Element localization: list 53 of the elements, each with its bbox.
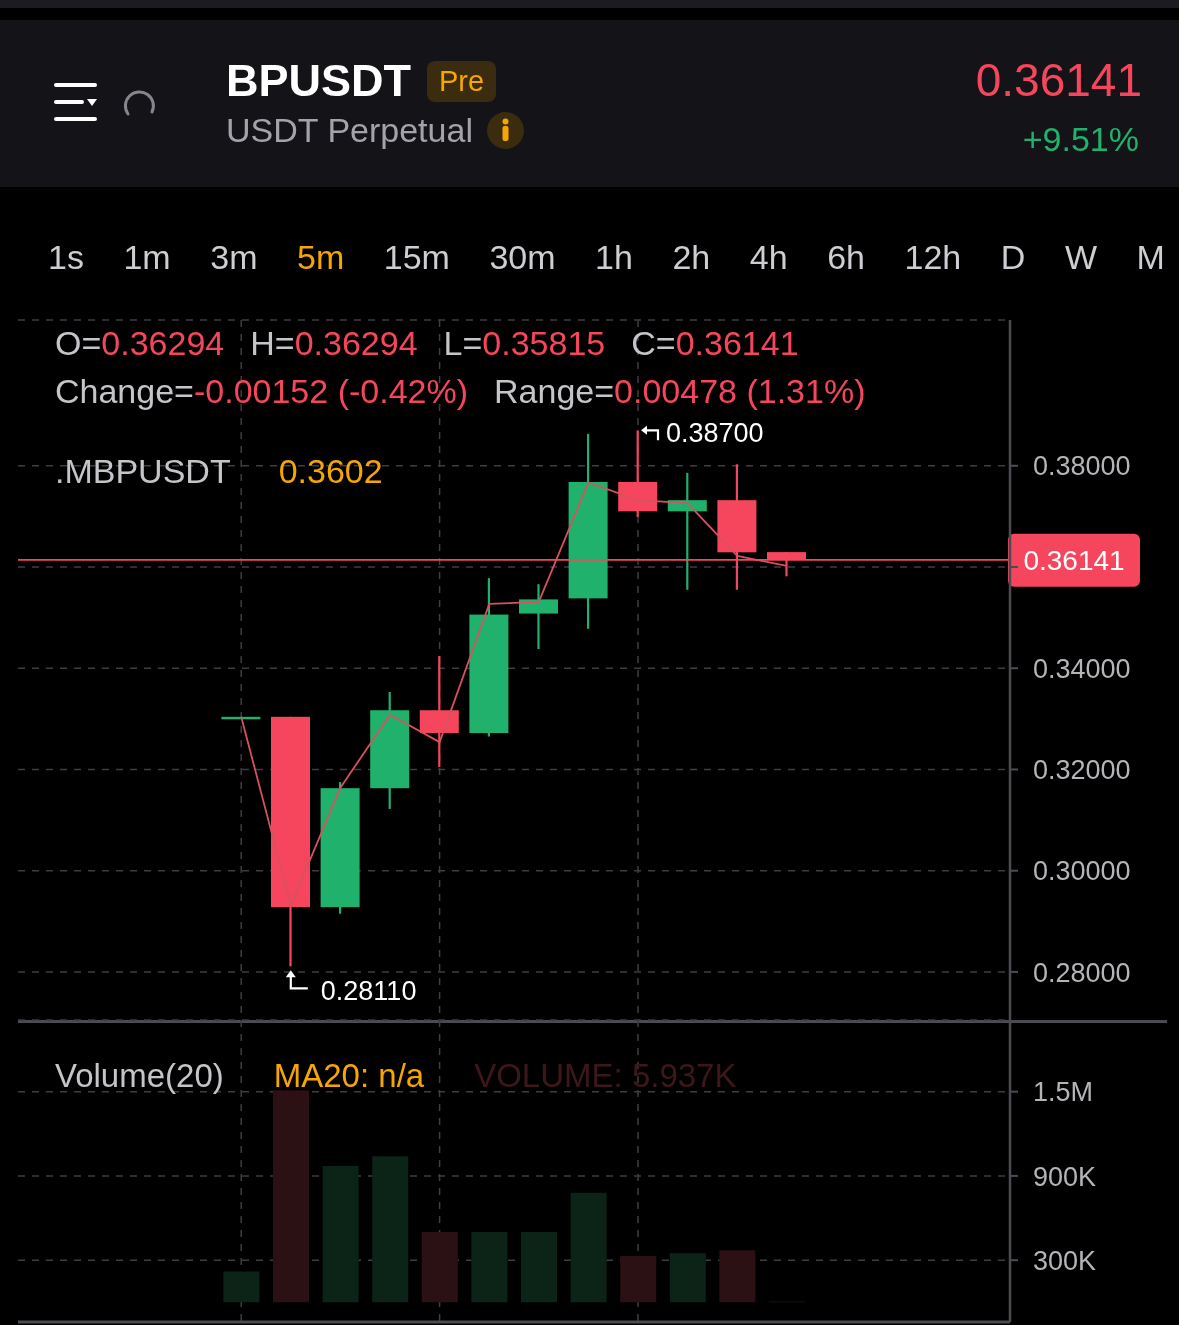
text: 0.36141: [975, 54, 1142, 106]
bar: [570, 1192, 607, 1303]
text: BPUSDT: [226, 55, 412, 106]
y-tick-label: 1.5M: [1033, 1077, 1094, 1108]
annotation: Range=0.00478 (1.31%): [494, 372, 866, 410]
annotation: 0.3602: [278, 452, 383, 490]
text: 12h: [904, 238, 962, 276]
annotation: .MBPUSDT: [55, 452, 231, 490]
text: 30m: [489, 238, 556, 276]
text: 15m: [383, 238, 450, 276]
annotation: MA20: n/a: [273, 1057, 425, 1094]
text: D: [1000, 238, 1026, 276]
bar: [471, 1232, 508, 1303]
ref-line-label: 0.36141: [1023, 544, 1125, 576]
annotation: O=0.36294: [55, 324, 225, 362]
text: 1m: [123, 238, 171, 276]
text: M: [1136, 238, 1165, 276]
bar: [620, 1255, 657, 1303]
text: W: [1064, 238, 1097, 276]
text: 1h: [595, 238, 633, 276]
text: 6h: [827, 238, 865, 276]
annotation: 0.28110: [320, 976, 417, 1007]
y-tick-label: 900K: [1033, 1161, 1097, 1192]
text: 3m: [210, 238, 258, 276]
y-tick-label: 0.34000: [1033, 653, 1131, 684]
annotation: Change=-0.00152 (-0.42%): [55, 372, 469, 410]
text: 5m: [296, 238, 345, 276]
y-tick-label: 0.32000: [1033, 755, 1131, 786]
y-tick-label: 0.38000: [1033, 451, 1131, 482]
annotation: VOLUME: 5.937K: [474, 1057, 737, 1094]
text: 1s: [48, 238, 84, 276]
bar: [719, 1250, 756, 1303]
badge: Pre: [427, 60, 497, 102]
text: 4h: [749, 238, 788, 276]
line-series: [240, 481, 788, 907]
text: Volume(20): [55, 1057, 224, 1094]
text: USDT Perpetual: [226, 111, 473, 149]
bar: [372, 1156, 409, 1303]
annotation: L=0.35815: [443, 324, 606, 362]
annotation: C=0.36141: [631, 324, 799, 362]
text: 2h: [672, 238, 711, 276]
bar: [273, 1090, 309, 1303]
bar: [421, 1232, 458, 1303]
text: +9.51%: [1022, 120, 1139, 158]
annotation: 0.38700: [666, 418, 764, 449]
y-tick-label: 0.30000: [1033, 856, 1131, 887]
bar: [322, 1166, 359, 1303]
y-tick-label: 300K: [1033, 1245, 1097, 1276]
y-tick-label: 0.28000: [1033, 957, 1131, 988]
bar: [669, 1253, 706, 1303]
bar: [521, 1232, 557, 1303]
bar: [223, 1271, 260, 1303]
annotation: H=0.36294: [250, 324, 418, 362]
